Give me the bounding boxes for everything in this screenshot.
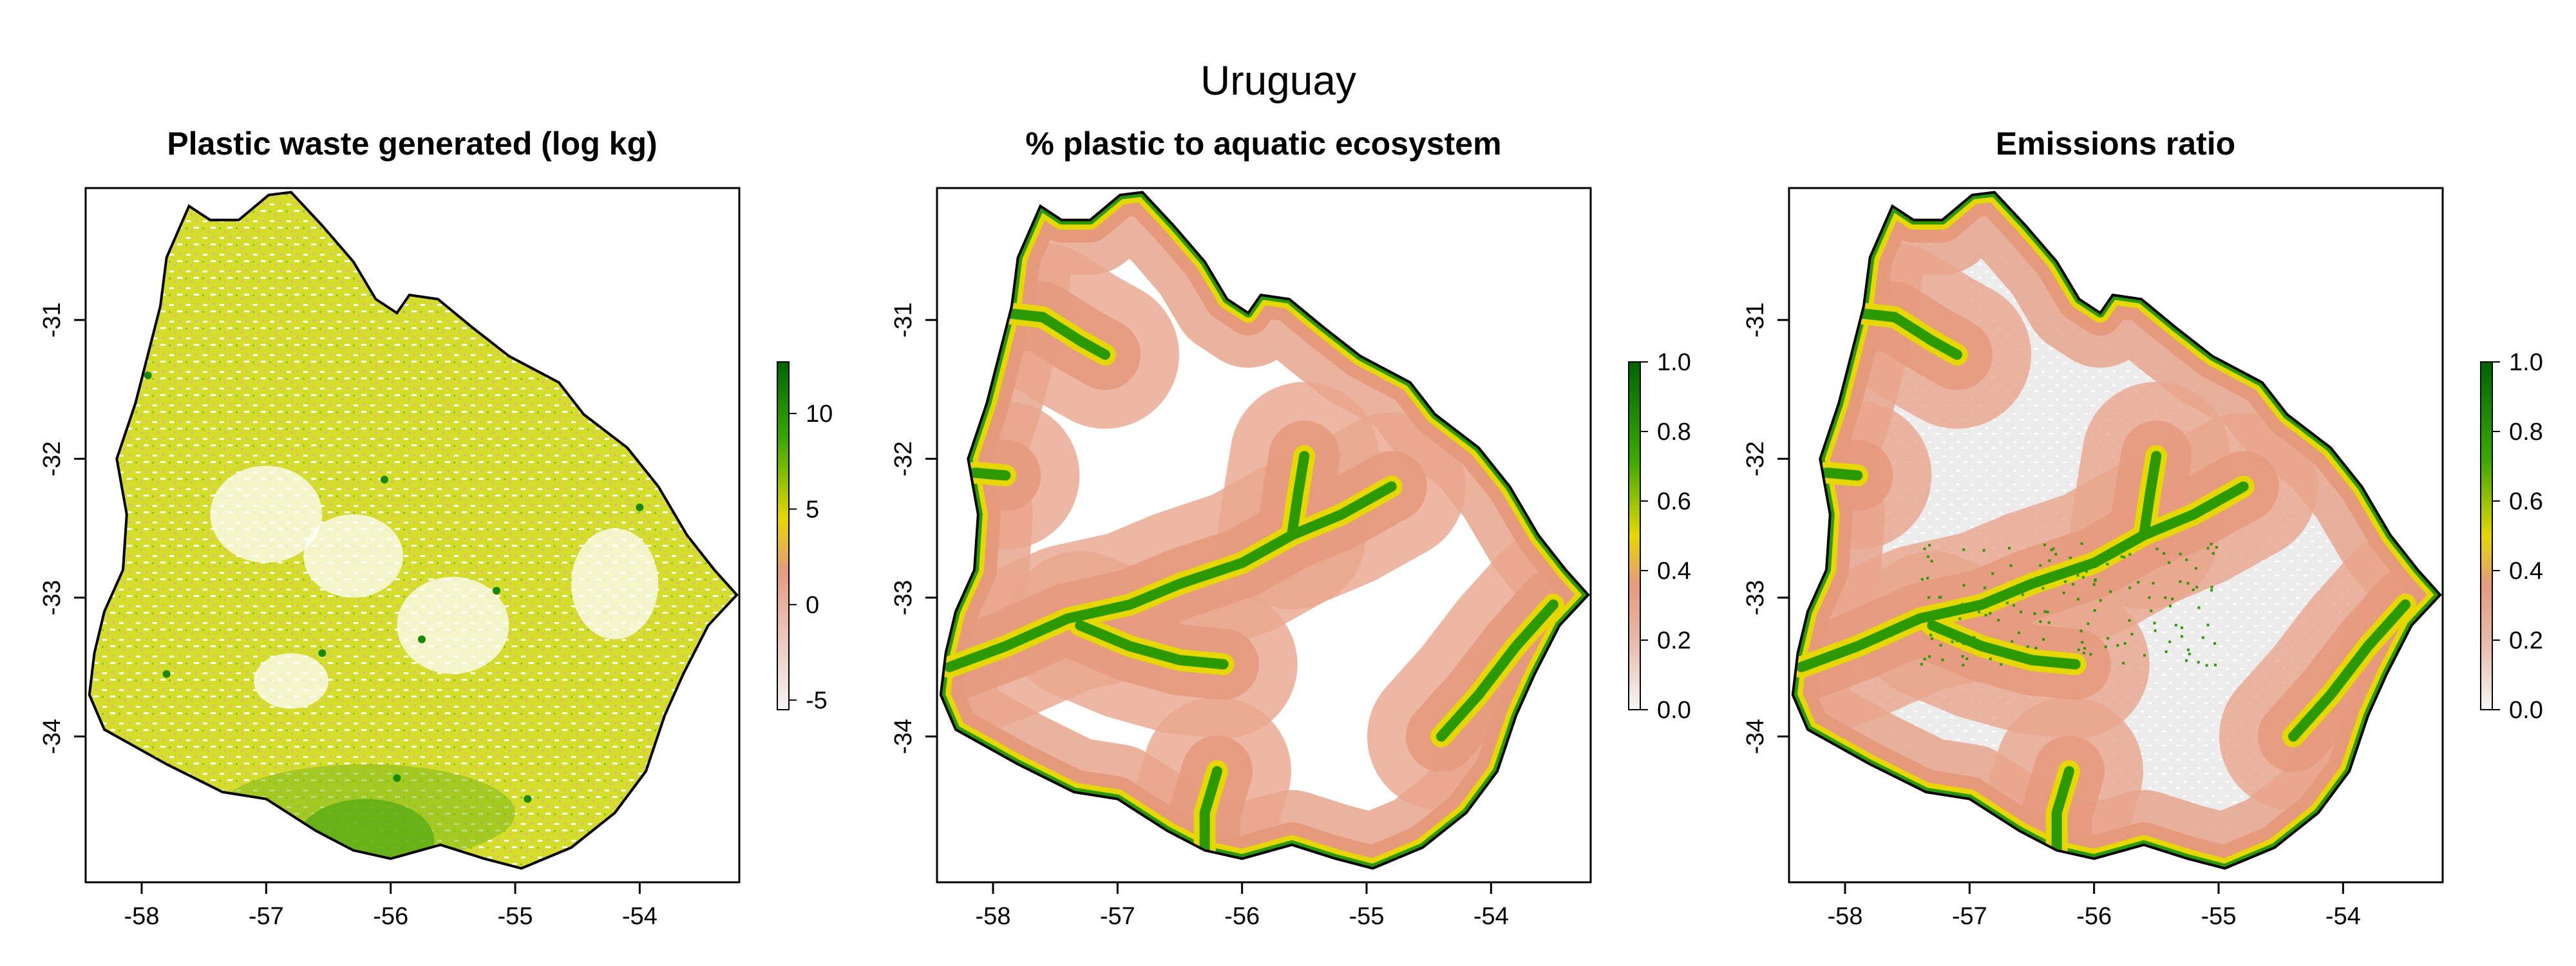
panel-plastic-to-aquatic: % plastic to aquatic ecosystem -58 -57 -56 -… [890, 126, 1691, 930]
colorbar-tick-label: 0.4 [2509, 558, 2543, 585]
x-tick-label: -58 [1828, 903, 1863, 930]
colorbar-tick-label: 0.6 [2509, 488, 2543, 515]
colorbar-tick-label: 0.4 [1657, 558, 1691, 585]
colorbar-tick-label: 5 [806, 496, 819, 523]
x-tick-label: -57 [1100, 903, 1135, 930]
y-tick-label: -33 [1742, 580, 1769, 616]
y-tick-label: -32 [39, 441, 66, 477]
y-tick-label: -32 [1742, 441, 1769, 477]
colorbar-tick-label: 0.0 [2509, 697, 2543, 724]
y-tick-label: -34 [39, 719, 66, 754]
x-tick-label: -58 [124, 903, 160, 930]
y-tick-label: -31 [1742, 302, 1769, 337]
colorbar [1629, 362, 1640, 710]
colorbar-tick-label: -5 [806, 687, 828, 714]
x-tick-label: -55 [2201, 903, 2237, 930]
y-tick-label: -32 [890, 441, 917, 477]
x-tick-label: -55 [1349, 903, 1385, 930]
x-tick-label: -56 [373, 903, 408, 930]
x-tick-label: -55 [498, 903, 533, 930]
colorbar-tick-label: 0.2 [1657, 627, 1691, 654]
colorbar-tick-label: 1.0 [2509, 349, 2543, 376]
x-tick-label: -57 [249, 903, 284, 930]
x-tick-label: -58 [976, 903, 1011, 930]
colorbar [777, 362, 789, 710]
y-tick-label: -34 [890, 719, 917, 754]
x-tick-label: -54 [2325, 903, 2361, 930]
panel-emissions-ratio: Emissions ratio -58 -57 -56 -55 -54 -31 -32 -33 -… [1742, 126, 2543, 930]
colorbar [2481, 362, 2492, 710]
colorbar-tick-label: 0 [806, 592, 819, 619]
panel-title: Emissions ratio [1996, 126, 2235, 162]
panel-title: Plastic waste generated (log kg) [167, 126, 657, 162]
colorbar-tick-label: 10 [806, 401, 833, 428]
y-tick-label: -33 [890, 580, 917, 616]
y-tick-label: -31 [890, 302, 917, 337]
figure-title: Uruguay [1200, 57, 1356, 104]
colorbar-tick-label: 0.8 [2509, 419, 2543, 446]
panel-plastic-waste: Plastic waste generated (log kg) -58 -57 -5… [39, 126, 833, 930]
x-tick-label: -56 [2076, 903, 2112, 930]
y-tick-label: -34 [1742, 719, 1769, 754]
colorbar-tick-label: 0.6 [1657, 488, 1691, 515]
x-tick-label: -54 [622, 903, 658, 930]
colorbar-tick-label: 0.8 [1657, 419, 1691, 446]
colorbar-tick-label: 0.0 [1657, 697, 1691, 724]
colorbar-tick-label: 0.2 [2509, 627, 2543, 654]
x-tick-label: -56 [1224, 903, 1260, 930]
x-tick-label: -57 [1952, 903, 1987, 930]
panel-title: % plastic to aquatic ecosystem [1025, 126, 1501, 162]
x-tick-label: -54 [1473, 903, 1509, 930]
y-tick-label: -33 [39, 580, 66, 616]
colorbar-tick-label: 1.0 [1657, 349, 1691, 376]
y-tick-label: -31 [39, 302, 66, 337]
